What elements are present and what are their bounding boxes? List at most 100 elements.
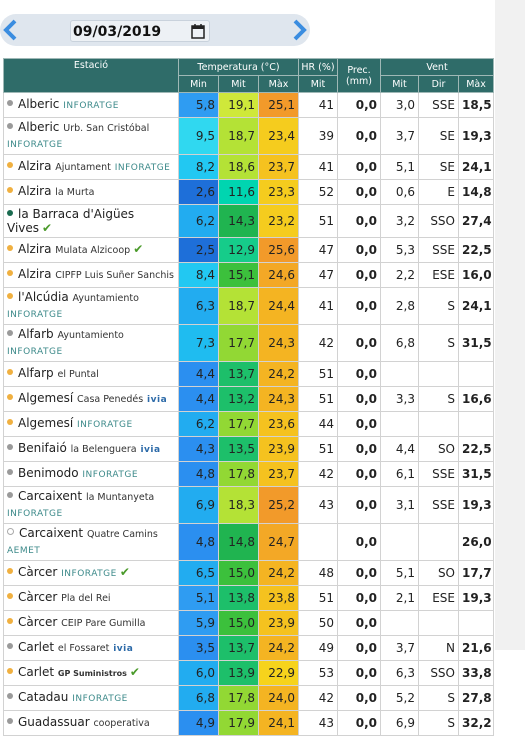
station-place: Mulata Alzicoop: [55, 245, 131, 256]
value-cell: 24,3: [258, 386, 299, 412]
station-cell: Alfarp el Puntal: [3, 361, 179, 387]
value-cell: 5,2: [380, 685, 419, 711]
value-cell: 4,4: [380, 436, 419, 462]
value-cell: 22,9: [258, 660, 299, 686]
value-cell: E: [418, 179, 459, 205]
value-cell: S: [418, 287, 459, 325]
value-cell: 13,7: [218, 635, 259, 661]
status-dot: [7, 492, 13, 498]
date-bar: 09/03/2019: [0, 14, 310, 46]
value-cell: 15,1: [218, 262, 259, 288]
value-cell: [457, 361, 495, 387]
network-label: ivia: [140, 445, 161, 455]
value-cell: 6,9: [380, 710, 419, 736]
value-cell: 23,7: [258, 154, 299, 180]
table-row: l'Alcúdia Ayuntamiento INFORATGE 6,3 18,7 2…: [3, 287, 495, 325]
table-row: Alzira la Murta 2,6 11,6 23,3 52 0,0 0,6 E 14,8: [3, 179, 495, 205]
station-cell: Alzira Ajuntament INFORATGE: [3, 154, 179, 180]
table-row: Càrcer CEIP Pare Gumilla 5,9 15,0 23,9 50 0,0: [3, 610, 495, 636]
table-row: Alberic INFORATGE 5,8 19,1 25,1 41 0,0 3,0 SSE 1…: [3, 92, 495, 118]
status-dot: [7, 693, 13, 699]
table-row: Guadassuar cooperativa 4,9 17,9 24,1 43 0,0 6,…: [3, 710, 495, 736]
value-cell: 24,6: [258, 262, 299, 288]
date-text: 09/03/2019: [73, 24, 162, 40]
value-cell: S: [418, 685, 459, 711]
value-cell: SSE: [418, 461, 459, 487]
station-place: Quatre Camins: [86, 529, 158, 540]
station-name: Benifaió: [18, 441, 67, 455]
value-cell: 4,8: [178, 461, 219, 487]
value-cell: 2,8: [380, 287, 419, 325]
status-dot: [7, 618, 13, 624]
value-cell: 0,0: [337, 204, 381, 238]
scroll-area: [495, 0, 525, 650]
table-row: Alzira CIPFP Luis Suñer Sanchis 8,4 15,1 24…: [3, 262, 495, 288]
value-cell: 0,0: [337, 154, 381, 180]
network-label: ivia: [147, 395, 168, 405]
station-place: el Fossaret: [57, 643, 110, 654]
value-cell: 15,0: [218, 610, 259, 636]
value-cell: 23,4: [258, 117, 299, 155]
network-label: AEMET: [7, 546, 41, 556]
station-cell: Guadassuar cooperativa: [3, 710, 179, 736]
status-dot: [7, 528, 14, 535]
value-cell: 16,6: [457, 386, 495, 412]
value-cell: 0,0: [337, 287, 381, 325]
value-cell: 3,7: [380, 635, 419, 661]
previous-day[interactable]: [0, 18, 22, 42]
value-cell: 0,0: [337, 92, 381, 118]
value-cell: 24,7: [258, 523, 299, 561]
value-cell: N: [418, 635, 459, 661]
value-cell: ESE: [418, 585, 459, 611]
value-cell: 0,0: [337, 411, 381, 437]
value-cell: 50: [298, 610, 338, 636]
station-cell: Alberic Urb. San Cristóbal INFORATGE: [3, 117, 179, 155]
value-cell: 19,3: [457, 585, 495, 611]
station-name: Guadassuar: [18, 715, 90, 729]
station-place: Ajuntament: [55, 162, 111, 173]
station-place: cooperativa: [93, 718, 150, 729]
value-cell: 3,3: [380, 386, 419, 412]
date-input[interactable]: 09/03/2019: [70, 20, 210, 42]
value-cell: 13,8: [218, 585, 259, 611]
table-row: Carlet GP Suministros ✔ 6,0 13,9 22,9 53 0,0 6,…: [3, 660, 495, 686]
header-cell: Prec. (mm): [337, 58, 381, 93]
status-dot: [7, 162, 13, 168]
table-row: Carcaixent la Muntanyeta INFORATGE 6,9 18,…: [3, 486, 495, 524]
value-cell: 25,2: [258, 486, 299, 524]
calendar-icon[interactable]: [191, 24, 205, 39]
value-cell: SSO: [418, 660, 459, 686]
station-place: Ayuntamiento: [57, 330, 124, 341]
value-cell: 0,0: [337, 685, 381, 711]
station-cell: Carcaixent la Muntanyeta INFORATGE: [3, 486, 179, 524]
status-dot: [7, 469, 13, 475]
value-cell: 24,4: [258, 287, 299, 325]
table-row: Alfarp el Puntal 4,4 13,7 24,2 51 0,0: [3, 361, 495, 387]
value-cell: 23,2: [258, 204, 299, 238]
status-dot: [7, 187, 13, 193]
value-cell: 9,5: [178, 117, 219, 155]
station-name: l'Alcúdia: [18, 290, 69, 304]
network-label: GP Suministros: [57, 669, 127, 678]
value-cell: 24,3: [258, 324, 299, 362]
header-cell: Mit: [380, 75, 419, 93]
table-row: Càrcer INFORATGE ✔ 6,5 15,0 24,2 48 0,0 5,1 SO 17…: [3, 560, 495, 586]
verified-check: ✔: [42, 221, 53, 235]
value-cell: 24,2: [258, 560, 299, 586]
network-label: INFORATGE: [114, 163, 171, 173]
value-cell: 41: [298, 287, 338, 325]
value-cell: SSE: [418, 486, 459, 524]
verified-check: ✔: [129, 665, 140, 679]
table-row: Alfarb Ayuntamiento INFORATGE 7,3 17,7 24,3…: [3, 324, 495, 362]
station-cell: Carlet el Fossaret ivia: [3, 635, 179, 661]
status-dot: [7, 444, 13, 450]
value-cell: 0,0: [337, 436, 381, 462]
value-cell: 4,4: [178, 386, 219, 412]
value-cell: 24,1: [457, 154, 495, 180]
next-day[interactable]: [288, 18, 310, 42]
value-cell: 15,0: [218, 560, 259, 586]
stations-table: Estació Temperatura (°C) HR (%) Prec. (m…: [3, 58, 495, 736]
value-cell: 27,4: [457, 204, 495, 238]
value-cell: 19,3: [457, 117, 495, 155]
value-cell: 47: [298, 262, 338, 288]
